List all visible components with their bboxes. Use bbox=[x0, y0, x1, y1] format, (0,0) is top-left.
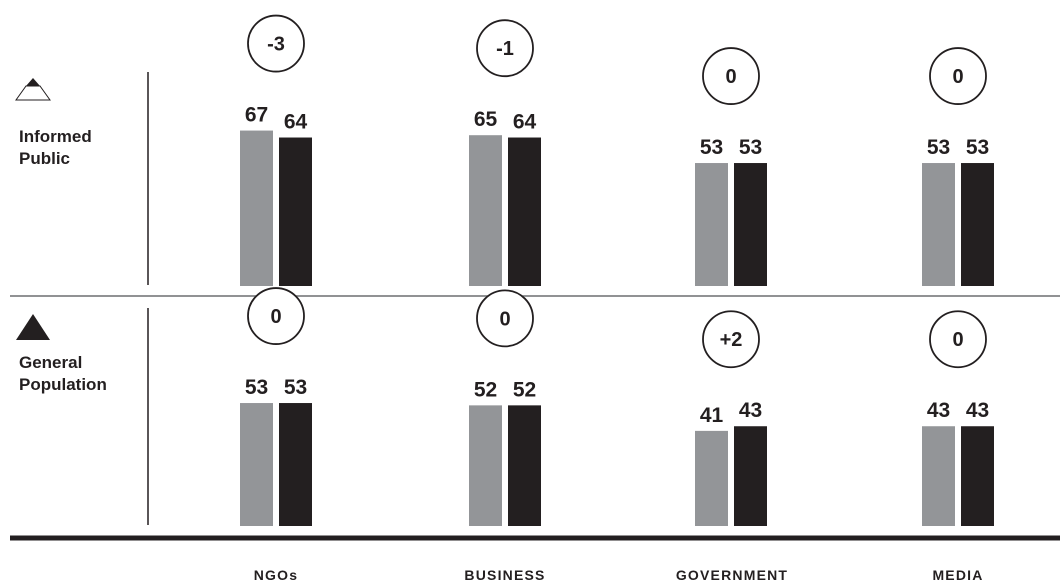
informed-public-triangle-icon bbox=[15, 78, 51, 101]
general-population-media-value-label-current: 43 bbox=[966, 399, 989, 422]
informed-public-media-bar-current bbox=[961, 163, 994, 286]
general-population-ngos-change-bubble bbox=[247, 287, 305, 345]
informed-public-media-change-label: 0 bbox=[952, 66, 963, 88]
general-population-business-change-label: 0 bbox=[499, 308, 510, 330]
general-population-government-value-label-current: 43 bbox=[739, 399, 762, 422]
general-population-ngos-bar-previous bbox=[240, 403, 273, 526]
general-population-business-change-bubble bbox=[476, 289, 534, 348]
informed-public-business-change-label: -1 bbox=[496, 38, 514, 60]
informed-public-ngos-value-label-previous: 67 bbox=[245, 104, 268, 127]
informed-public-government-value-label-current: 53 bbox=[739, 136, 762, 159]
general-population-business-value-label-previous: 52 bbox=[474, 378, 497, 401]
general-population-ngos-value-label-current: 53 bbox=[284, 376, 307, 399]
general-population-label: General Population bbox=[19, 352, 107, 396]
informed-public-government-bar-current bbox=[734, 163, 767, 286]
informed-public-label-line2: Public bbox=[19, 149, 71, 168]
category-label-government: GOVERNMENT bbox=[675, 567, 789, 583]
general-population-ngos-bar-current bbox=[279, 403, 312, 526]
general-population-ngos-change-label: 0 bbox=[270, 306, 281, 328]
informed-public-ngos-change-label: -3 bbox=[267, 34, 285, 56]
bars-layer: 67 64 -3 65 64 -1 53 53 0 53 53 0 53 53 0 52 52 0 41 43 +2 43… bbox=[240, 14, 994, 526]
category-label-media: MEDIA bbox=[932, 567, 984, 583]
informed-public-label-line1: Informed bbox=[19, 127, 92, 146]
category-label-ngos: NGOs bbox=[253, 567, 299, 583]
informed-public-media-change-bubble bbox=[929, 47, 987, 105]
informed-public-business-value-label-previous: 65 bbox=[474, 108, 498, 131]
general-population-business-bar-previous bbox=[469, 405, 502, 526]
general-population-label-line1: General bbox=[19, 353, 83, 372]
general-population-media-value-label-previous: 43 bbox=[927, 399, 950, 422]
informed-public-label: Informed Public bbox=[19, 126, 92, 170]
informed-public-media-value-label-current: 53 bbox=[966, 136, 989, 159]
general-population-government-value-label-previous: 41 bbox=[700, 404, 724, 427]
informed-public-government-bar-previous bbox=[695, 163, 728, 286]
informed-public-business-bar-current bbox=[508, 137, 541, 286]
informed-public-media-value-label-previous: 53 bbox=[927, 136, 950, 159]
informed-public-ngos-value-label-current: 64 bbox=[284, 111, 308, 134]
general-population-ngos-value-label-previous: 53 bbox=[245, 376, 268, 399]
general-population-triangle-icon bbox=[16, 314, 50, 340]
general-population-government-bar-previous bbox=[695, 430, 728, 526]
general-population-media-bar-current bbox=[961, 426, 994, 526]
informed-public-government-change-bubble bbox=[702, 47, 760, 105]
informed-public-government-value-label-previous: 53 bbox=[700, 136, 723, 159]
general-population-government-bar-current bbox=[734, 426, 767, 526]
informed-public-business-value-label-current: 64 bbox=[513, 111, 537, 134]
informed-public-media-bar-previous bbox=[922, 163, 955, 286]
general-population-media-change-bubble bbox=[929, 310, 987, 369]
general-population-business-bar-current bbox=[508, 405, 541, 526]
general-population-media-change-label: 0 bbox=[952, 329, 963, 351]
general-population-media-bar-previous bbox=[922, 426, 955, 526]
general-population-government-change-bubble bbox=[702, 310, 760, 369]
informed-public-government-change-label: 0 bbox=[725, 66, 736, 88]
informed-public-ngos-bar-current bbox=[279, 137, 312, 286]
informed-public-ngos-change-bubble bbox=[247, 14, 305, 73]
informed-public-business-change-bubble bbox=[476, 19, 534, 78]
general-population-government-change-label: +2 bbox=[720, 329, 743, 351]
informed-public-business-bar-previous bbox=[469, 135, 502, 286]
category-label-business: BUSINESS bbox=[464, 567, 546, 583]
general-population-business-value-label-current: 52 bbox=[513, 378, 536, 401]
general-population-label-line2: Population bbox=[19, 375, 107, 394]
informed-public-ngos-bar-previous bbox=[240, 130, 273, 286]
